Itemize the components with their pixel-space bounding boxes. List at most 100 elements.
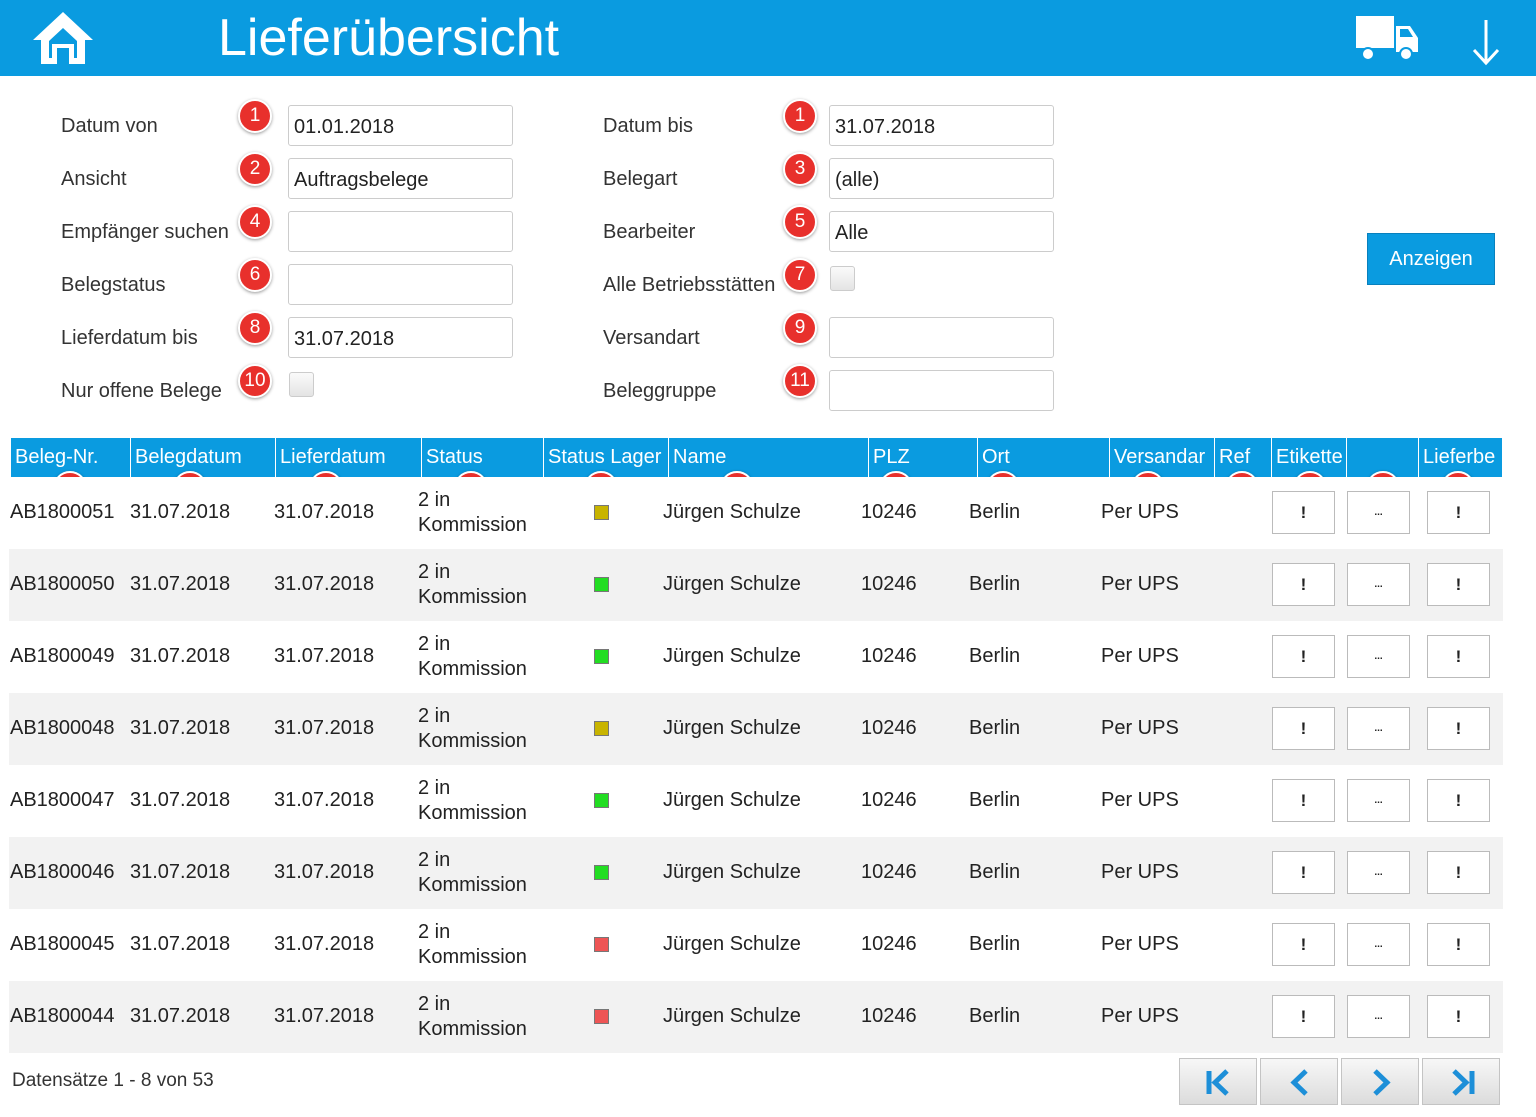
badge: 1 bbox=[238, 99, 272, 133]
row-button[interactable]: ... bbox=[1347, 995, 1410, 1038]
filter-label: Datum von bbox=[61, 115, 158, 137]
table-cell: 31.07.2018 bbox=[130, 1005, 231, 1027]
row-button[interactable]: ! bbox=[1427, 851, 1490, 894]
checkbox[interactable] bbox=[289, 372, 314, 397]
table-cell: Per UPS bbox=[1101, 717, 1179, 739]
truck-icon[interactable] bbox=[1354, 14, 1420, 62]
row-button[interactable]: ... bbox=[1347, 779, 1410, 822]
row-button[interactable]: ... bbox=[1347, 563, 1410, 606]
column-header[interactable]: Lieferbe bbox=[1418, 438, 1502, 477]
text-input[interactable]: Alle bbox=[829, 211, 1054, 252]
row-button[interactable]: ! bbox=[1272, 995, 1335, 1038]
table-cell: 10246 bbox=[861, 573, 917, 595]
table-cell: 31.07.2018 bbox=[130, 501, 231, 523]
column-header[interactable]: Lieferdatum bbox=[275, 438, 421, 477]
last-page-button[interactable] bbox=[1422, 1058, 1500, 1105]
filter-label: Empfänger suchen bbox=[61, 221, 229, 243]
row-button[interactable]: ... bbox=[1347, 491, 1410, 534]
filter-label: Beleggruppe bbox=[603, 380, 717, 402]
column-header[interactable]: Status bbox=[421, 438, 543, 477]
table-cell: Berlin bbox=[969, 573, 1021, 595]
filter-label: Versandart bbox=[603, 327, 700, 349]
table-cell: AB1800051 bbox=[10, 501, 115, 523]
column-header[interactable]: Ref bbox=[1214, 438, 1271, 477]
row-button[interactable]: ! bbox=[1272, 779, 1335, 822]
row-button[interactable]: ... bbox=[1347, 851, 1410, 894]
row-button[interactable]: ... bbox=[1347, 635, 1410, 678]
table-cell: Per UPS bbox=[1101, 1005, 1179, 1027]
text-input[interactable] bbox=[288, 264, 513, 305]
table-cell: Jürgen Schulze bbox=[663, 645, 801, 667]
row-button[interactable]: ! bbox=[1272, 851, 1335, 894]
row-button[interactable]: ! bbox=[1272, 707, 1335, 750]
table-cell: Berlin bbox=[969, 1005, 1021, 1027]
table-row bbox=[9, 981, 1503, 1053]
checkbox[interactable] bbox=[830, 266, 855, 291]
text-input[interactable]: 31.07.2018 bbox=[288, 317, 513, 358]
column-header[interactable] bbox=[1346, 438, 1418, 477]
table-cell: Jürgen Schulze bbox=[663, 501, 801, 523]
status-indicator bbox=[594, 721, 609, 736]
row-button[interactable]: ! bbox=[1272, 635, 1335, 678]
prev-page-button[interactable] bbox=[1260, 1058, 1338, 1105]
row-button[interactable]: ! bbox=[1427, 995, 1490, 1038]
row-button[interactable]: ! bbox=[1272, 491, 1335, 534]
first-page-button[interactable] bbox=[1179, 1058, 1257, 1105]
table-cell: Per UPS bbox=[1101, 573, 1179, 595]
next-page-button[interactable] bbox=[1341, 1058, 1419, 1105]
row-button[interactable]: ! bbox=[1427, 491, 1490, 534]
table-row bbox=[9, 765, 1503, 837]
column-header[interactable]: Belegdatum bbox=[130, 438, 275, 477]
column-header[interactable]: Etikette bbox=[1271, 438, 1346, 477]
filter-label: Alle Betriebsstätten bbox=[603, 274, 776, 296]
badge: 4 bbox=[238, 205, 272, 239]
table-cell: 2 in Kommission bbox=[418, 777, 527, 824]
download-arrow[interactable] bbox=[1470, 18, 1502, 66]
table-cell: 31.07.2018 bbox=[130, 861, 231, 883]
table-cell: 31.07.2018 bbox=[274, 933, 375, 955]
show-button[interactable]: Anzeigen bbox=[1367, 233, 1495, 285]
table-cell: 2 in Kommission bbox=[418, 921, 527, 968]
text-input[interactable]: Auftragsbelege bbox=[288, 158, 513, 199]
text-input[interactable] bbox=[829, 317, 1054, 358]
row-button[interactable]: ! bbox=[1272, 563, 1335, 606]
table-cell: 31.07.2018 bbox=[130, 717, 231, 739]
text-input[interactable] bbox=[829, 370, 1054, 411]
text-input[interactable]: 31.07.2018 bbox=[829, 105, 1054, 146]
table-row bbox=[9, 693, 1503, 765]
table-cell: 31.07.2018 bbox=[274, 717, 375, 739]
row-button[interactable]: ! bbox=[1427, 707, 1490, 750]
badge: 5 bbox=[783, 205, 817, 239]
column-header[interactable]: Ort bbox=[977, 438, 1109, 477]
row-button[interactable]: ! bbox=[1427, 779, 1490, 822]
row-button[interactable]: ! bbox=[1427, 923, 1490, 966]
table-cell: 10246 bbox=[861, 717, 917, 739]
filter-label: Bearbeiter bbox=[603, 221, 696, 243]
badge: 3 bbox=[783, 152, 817, 186]
table-cell: Berlin bbox=[969, 789, 1021, 811]
column-header[interactable]: Name bbox=[668, 438, 868, 477]
text-input[interactable] bbox=[288, 211, 513, 252]
filter-label: Nur offene Belege bbox=[61, 380, 222, 402]
column-header[interactable]: PLZ bbox=[868, 438, 977, 477]
table-cell: 10246 bbox=[861, 1005, 917, 1027]
row-button[interactable]: ! bbox=[1427, 563, 1490, 606]
table-cell: 31.07.2018 bbox=[274, 501, 375, 523]
home-icon[interactable] bbox=[30, 8, 96, 68]
text-input[interactable]: 01.01.2018 bbox=[288, 105, 513, 146]
table-cell: 10246 bbox=[861, 933, 917, 955]
column-header[interactable]: Beleg-Nr. bbox=[10, 438, 130, 477]
column-header[interactable]: Status Lager bbox=[543, 438, 668, 477]
row-button[interactable]: ... bbox=[1347, 707, 1410, 750]
row-button[interactable]: ! bbox=[1272, 923, 1335, 966]
table-cell: AB1800048 bbox=[10, 717, 115, 739]
text-input[interactable]: (alle) bbox=[829, 158, 1054, 199]
column-header[interactable]: Versandar bbox=[1109, 438, 1214, 477]
table-cell: 2 in Kommission bbox=[418, 705, 527, 752]
status-indicator bbox=[594, 505, 609, 520]
badge: 1 bbox=[783, 99, 817, 133]
row-button[interactable]: ... bbox=[1347, 923, 1410, 966]
table-row bbox=[9, 477, 1503, 549]
row-button[interactable]: ! bbox=[1427, 635, 1490, 678]
table-cell: Per UPS bbox=[1101, 645, 1179, 667]
